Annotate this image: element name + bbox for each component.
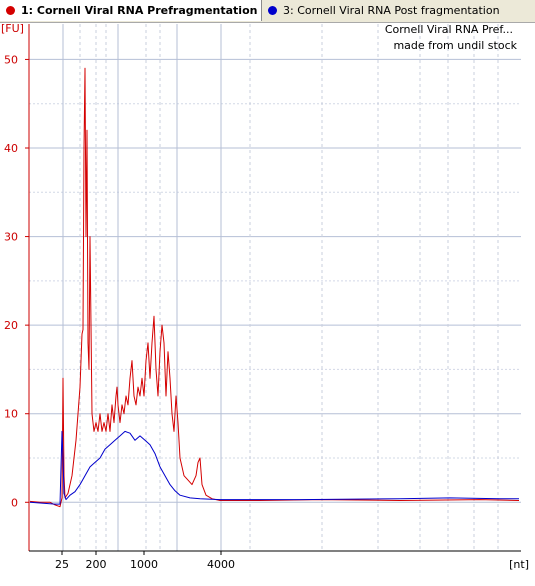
sample-tab-bar: 1: Cornell Viral RNA Prefragmentation 3:… bbox=[0, 0, 535, 23]
plot-area bbox=[29, 24, 521, 551]
tab-label: 3: Cornell Viral RNA Post fragmentation bbox=[283, 4, 500, 17]
y-tick-label: 10 bbox=[4, 408, 18, 421]
electropherogram-chart: 0 10 20 30 40 50 [FU] 25 200 1000 4000 [nt] Cornell… bbox=[1, 22, 529, 571]
grid-lines bbox=[29, 24, 521, 551]
y-tick-label: 30 bbox=[4, 231, 18, 244]
y-tick-label: 40 bbox=[4, 142, 18, 155]
axes: 0 10 20 30 40 50 [FU] 25 200 1000 4000 [nt] bbox=[1, 22, 529, 571]
x-tick-label: 1000 bbox=[130, 558, 158, 571]
x-tick-label: 25 bbox=[55, 558, 69, 571]
series-line-1 bbox=[29, 67, 520, 508]
series-lines bbox=[29, 67, 520, 508]
blue-dot-icon bbox=[268, 6, 277, 15]
red-dot-icon bbox=[6, 6, 15, 15]
x-tick-label: 200 bbox=[86, 558, 107, 571]
tab-sample-3[interactable]: 3: Cornell Viral RNA Post fragmentation bbox=[262, 0, 535, 21]
y-tick-label: 0 bbox=[11, 496, 18, 509]
tab-label: 1: Cornell Viral RNA Prefragmentation bbox=[21, 4, 258, 17]
series-line-2 bbox=[29, 430, 519, 505]
y-tick-label: 20 bbox=[4, 319, 18, 332]
annotation-line-1: Cornell Viral RNA Pref... bbox=[385, 23, 513, 36]
x-tick-label: 4000 bbox=[207, 558, 235, 571]
x-axis-label: [nt] bbox=[509, 558, 529, 571]
y-axis-label: [FU] bbox=[1, 22, 24, 35]
annotation-line-2: made from undil stock bbox=[393, 39, 517, 52]
tab-sample-1[interactable]: 1: Cornell Viral RNA Prefragmentation bbox=[0, 0, 262, 21]
y-tick-label: 50 bbox=[4, 53, 18, 66]
